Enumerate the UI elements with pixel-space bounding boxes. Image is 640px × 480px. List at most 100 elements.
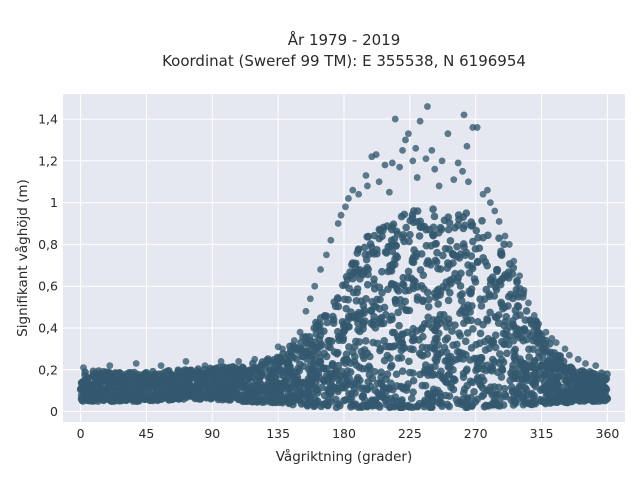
y-tick-label: 1,4 xyxy=(38,112,58,127)
data-point xyxy=(461,337,470,346)
data-point xyxy=(248,397,257,406)
data-point xyxy=(424,320,432,328)
data-point xyxy=(441,336,450,344)
data-point xyxy=(317,266,324,273)
data-point xyxy=(565,351,573,359)
data-point xyxy=(341,281,350,289)
data-point xyxy=(405,237,413,246)
y-tick-label: 1 xyxy=(50,195,58,210)
data-point xyxy=(483,386,491,394)
data-point xyxy=(375,225,384,234)
x-axis-ticks: 0 45 90 135 180 225 270 315 360 xyxy=(77,426,620,441)
data-point xyxy=(466,308,474,316)
data-point xyxy=(486,280,495,288)
data-point xyxy=(478,216,486,225)
data-point xyxy=(538,385,546,394)
data-point xyxy=(520,359,529,368)
data-point xyxy=(444,213,453,222)
data-point xyxy=(354,245,363,253)
y-axis-ticks: 0 0,2 0,4 0,6 0,8 1 1,2 1,4 xyxy=(38,112,58,419)
data-point xyxy=(398,367,407,375)
data-point xyxy=(582,360,589,367)
data-point xyxy=(163,393,172,402)
data-point xyxy=(471,245,480,253)
data-point xyxy=(469,124,477,131)
data-point xyxy=(370,280,378,288)
data-point xyxy=(473,365,482,373)
data-point xyxy=(314,348,322,357)
data-point xyxy=(496,395,504,403)
data-point xyxy=(492,400,500,409)
x-axis-label: Vågriktning (grader) xyxy=(276,448,413,465)
data-point xyxy=(463,403,472,412)
data-point xyxy=(94,378,103,387)
data-point xyxy=(597,379,606,388)
data-point xyxy=(469,325,477,333)
data-point xyxy=(603,370,611,379)
data-point xyxy=(424,303,433,311)
data-point xyxy=(456,309,464,317)
data-point xyxy=(433,386,442,395)
data-point xyxy=(446,237,455,245)
data-point xyxy=(550,364,559,373)
data-point xyxy=(279,345,286,353)
data-point xyxy=(492,313,501,322)
data-point xyxy=(422,155,430,163)
data-point xyxy=(415,232,424,240)
data-point xyxy=(476,339,484,347)
data-point xyxy=(381,248,390,256)
data-point xyxy=(518,293,527,301)
data-point xyxy=(394,308,402,317)
data-point xyxy=(582,395,591,404)
data-point xyxy=(297,400,306,408)
data-point xyxy=(336,333,345,341)
data-point xyxy=(423,350,432,358)
data-point xyxy=(602,385,611,394)
data-point xyxy=(356,275,364,283)
data-point xyxy=(516,311,524,319)
data-point xyxy=(405,357,413,366)
data-point xyxy=(122,396,131,405)
data-point xyxy=(491,331,500,339)
data-point xyxy=(314,389,322,397)
data-point xyxy=(404,130,412,138)
data-point xyxy=(396,295,405,304)
data-point xyxy=(353,285,362,293)
data-point xyxy=(541,371,549,379)
data-point xyxy=(87,389,95,398)
data-point xyxy=(399,234,407,242)
data-point xyxy=(552,339,560,347)
data-point xyxy=(363,232,372,241)
data-point xyxy=(446,288,454,297)
data-point xyxy=(126,390,134,399)
data-point xyxy=(424,389,432,398)
data-point xyxy=(395,321,403,330)
data-point xyxy=(508,317,517,325)
data-point xyxy=(412,144,420,152)
data-point xyxy=(345,343,353,351)
data-point xyxy=(537,397,546,405)
data-point xyxy=(564,379,573,388)
data-point xyxy=(132,360,140,367)
data-point xyxy=(542,328,550,336)
data-point xyxy=(520,286,528,294)
data-point xyxy=(320,391,329,400)
data-point xyxy=(413,174,421,181)
data-point xyxy=(329,319,338,327)
data-point xyxy=(363,365,371,373)
data-point xyxy=(400,210,409,219)
data-point xyxy=(310,362,319,370)
data-point xyxy=(530,391,538,400)
outlier-points xyxy=(80,103,600,372)
data-point xyxy=(455,354,463,363)
data-point xyxy=(514,302,523,311)
data-point xyxy=(297,346,306,354)
data-point xyxy=(463,394,472,403)
data-point xyxy=(416,217,425,226)
data-point xyxy=(509,294,517,303)
data-point xyxy=(409,369,417,377)
data-point xyxy=(525,299,532,307)
data-point xyxy=(217,358,225,365)
data-point xyxy=(385,342,393,351)
